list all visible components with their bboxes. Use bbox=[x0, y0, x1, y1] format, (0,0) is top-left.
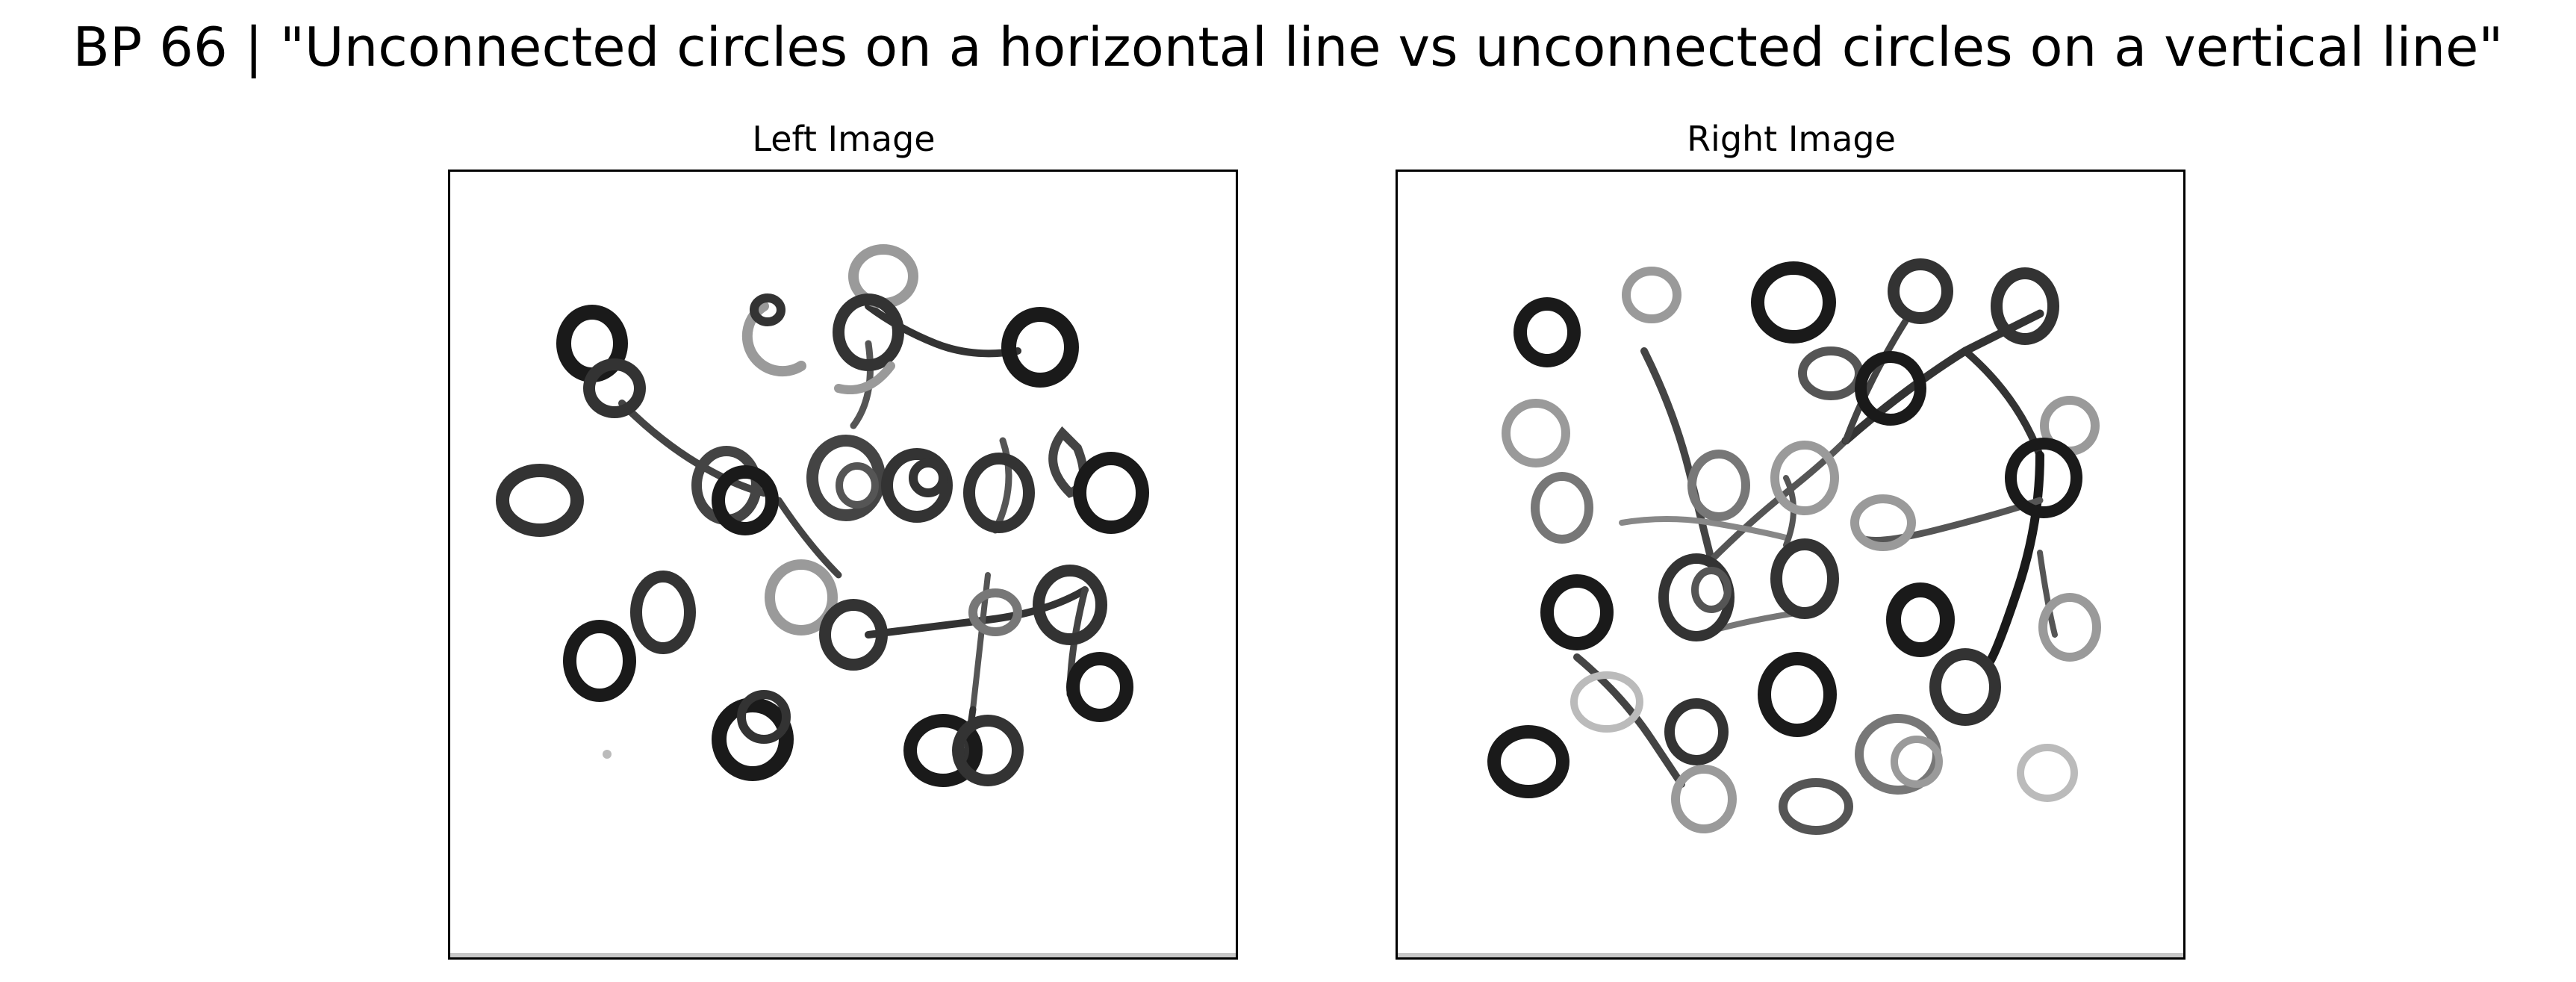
circle bbox=[712, 465, 779, 535]
circle bbox=[1855, 351, 1926, 426]
circle bbox=[909, 459, 948, 497]
connector-line bbox=[1983, 451, 2044, 669]
circle bbox=[1487, 725, 1569, 798]
circle bbox=[1066, 652, 1133, 722]
circle bbox=[1691, 567, 1732, 613]
connector-line bbox=[1961, 347, 2044, 459]
circle bbox=[819, 599, 888, 671]
circle bbox=[1929, 648, 2001, 726]
connector-line bbox=[1857, 497, 2044, 544]
left-panel-title: Left Image bbox=[752, 119, 936, 159]
circle bbox=[1886, 582, 1955, 657]
circle bbox=[952, 715, 1024, 786]
connector-line bbox=[1842, 317, 1909, 444]
circle bbox=[1073, 452, 1149, 534]
circle bbox=[1048, 426, 1088, 498]
circle bbox=[1622, 267, 1681, 323]
circle bbox=[1540, 574, 1614, 650]
circle bbox=[834, 361, 895, 394]
right-image-panel bbox=[1396, 170, 2185, 960]
circle bbox=[1570, 671, 1643, 733]
circle bbox=[963, 453, 1035, 533]
circle bbox=[1531, 472, 1593, 544]
connector-line bbox=[775, 497, 842, 579]
circle bbox=[1001, 307, 1079, 388]
circle bbox=[583, 358, 646, 418]
panel-bottom-edge bbox=[450, 953, 1236, 957]
circle bbox=[806, 435, 886, 521]
circle bbox=[750, 293, 785, 326]
circle bbox=[712, 697, 794, 781]
circle bbox=[630, 571, 696, 654]
right-panel-title: Right Image bbox=[1687, 119, 1896, 159]
circle bbox=[737, 690, 791, 744]
circle bbox=[765, 559, 838, 635]
circle bbox=[1779, 778, 1853, 835]
circle bbox=[1770, 441, 1839, 515]
connector-line bbox=[865, 302, 1021, 358]
circle bbox=[1513, 297, 1581, 367]
circle bbox=[1758, 652, 1837, 737]
circle bbox=[1687, 450, 1750, 521]
circle bbox=[2005, 438, 2082, 518]
circle bbox=[836, 462, 879, 509]
circle bbox=[496, 464, 584, 537]
circle bbox=[1033, 565, 1107, 645]
circle bbox=[1891, 736, 1943, 788]
dot bbox=[603, 750, 612, 759]
left-circles-drawing bbox=[496, 244, 1149, 787]
connector-line bbox=[618, 400, 768, 497]
circle bbox=[968, 588, 1022, 636]
circle bbox=[881, 448, 953, 523]
circle bbox=[2017, 744, 2078, 802]
circle bbox=[833, 293, 904, 371]
connector-line bbox=[2037, 550, 2058, 638]
connector-line bbox=[865, 586, 1089, 638]
circle bbox=[1770, 538, 1839, 619]
circle bbox=[2038, 593, 2101, 662]
left-image-panel bbox=[448, 170, 1238, 960]
circle bbox=[1888, 258, 1953, 324]
connector-line bbox=[1640, 347, 1715, 564]
panel-bottom-edge bbox=[1398, 953, 2183, 957]
right-circles-drawing bbox=[1487, 258, 2101, 835]
circle bbox=[1502, 399, 1570, 467]
circle bbox=[1664, 698, 1729, 765]
circle bbox=[1798, 347, 1864, 400]
circle bbox=[1751, 261, 1836, 344]
circle bbox=[1991, 267, 2059, 345]
circle bbox=[563, 620, 636, 702]
circle bbox=[903, 714, 983, 787]
connector-line bbox=[1619, 516, 1789, 541]
circle bbox=[1671, 765, 1737, 833]
figure-title: BP 66 | "Unconnected circles on a horizo… bbox=[72, 16, 2504, 78]
circle bbox=[1850, 494, 1916, 551]
connector-line bbox=[992, 437, 1012, 534]
